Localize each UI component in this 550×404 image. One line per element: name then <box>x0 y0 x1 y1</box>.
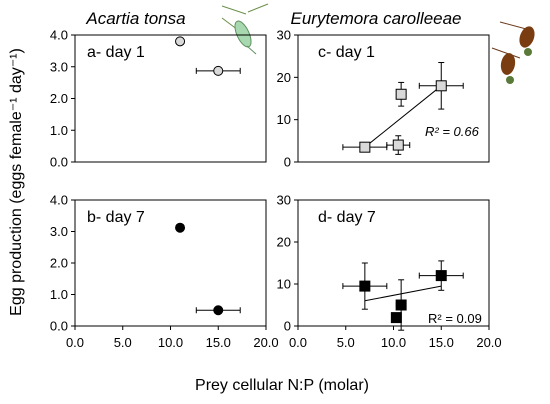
panel-b-ytick-label: 0.0 <box>50 319 68 334</box>
panel-a-data-point <box>175 36 186 47</box>
panel-c-data-point <box>395 88 407 100</box>
panel-c-data-point <box>392 139 404 151</box>
panel-c-plot: 0 10 20 30 <box>277 28 464 170</box>
panel-d-xtick-label: 0.0 <box>289 335 307 350</box>
panel-c-label: c- day 1 <box>318 44 375 61</box>
panel-a-data-point <box>213 65 224 76</box>
panel-b-xtick-label: 10.0 <box>158 335 183 350</box>
eurytemora-illustration <box>491 21 535 84</box>
panel-d-label: d- day 7 <box>318 209 376 226</box>
panel-b-ytick-label: 1.0 <box>50 287 68 302</box>
panel-c-data-point <box>435 80 447 92</box>
panel-b-ytick-label: 2.0 <box>50 256 68 271</box>
panel-c-frame <box>297 34 490 163</box>
panel-c-ytick-label: 10 <box>277 112 291 127</box>
panel-d-data-point <box>435 270 447 282</box>
panel-b-xtick-label: 20.0 <box>253 335 278 350</box>
y-axis-label: Egg production (eggs female⁻¹ day⁻¹) <box>8 48 25 316</box>
panel-a-label: a- day 1 <box>87 44 145 61</box>
acartia-illustration <box>221 3 269 55</box>
panel-c-ytick-label: 20 <box>277 70 291 85</box>
panel-d-xtick-label: 20.0 <box>476 335 501 350</box>
panel-a-ytick-label: 1.0 <box>50 123 68 138</box>
panel-d-data-point <box>359 280 371 292</box>
panel-b-ytick-label: 4.0 <box>50 193 68 208</box>
panel-d-trendline <box>364 285 442 302</box>
panel-b-data-point <box>213 305 224 316</box>
panel-b-xtick-label: 15.0 <box>206 335 231 350</box>
species-title-left: Acartia tonsa <box>85 9 185 28</box>
panel-c-ytick-label: 0 <box>284 155 291 170</box>
species-title-right: Eurytemora carolleeae <box>290 9 461 28</box>
panel-b-plot: 0.0 1.0 2.0 3.0 4.0 0.0 5.0 10.0 15.0 20.0 <box>50 193 279 351</box>
panel-c-trendline <box>364 85 442 148</box>
panel-a-plot: 0.0 1.0 2.0 3.0 4.0 <box>50 28 241 170</box>
panel-d-xtick-label: 15.0 <box>429 335 454 350</box>
panel-a-ytick-label: 3.0 <box>50 59 68 74</box>
panel-b-xtick-label: 0.0 <box>66 335 84 350</box>
panel-d-ytick-label: 20 <box>277 235 291 250</box>
x-axis-label: Prey cellular N:P (molar) <box>195 377 369 394</box>
panel-b-xtick-label: 5.0 <box>114 335 132 350</box>
panel-d-xtick-label: 10.0 <box>381 335 406 350</box>
panel-d-xtick-label: 5.0 <box>337 335 355 350</box>
panel-a-ytick-label: 4.0 <box>50 28 68 43</box>
panel-d-data-point <box>390 312 402 324</box>
panel-d-r-squared: R² = 0.09 <box>428 311 482 326</box>
panel-b-data-point <box>175 222 186 233</box>
panel-c-ytick-label: 30 <box>277 28 291 43</box>
panel-d-data-point <box>395 299 407 311</box>
panel-a-ytick-label: 2.0 <box>50 91 68 106</box>
panel-c-data-point <box>359 141 371 153</box>
panel-d-ytick-label: 0 <box>284 319 291 334</box>
panel-b-label: b- day 7 <box>87 209 145 226</box>
panel-c-r-squared: R² = 0.66 <box>425 124 480 139</box>
panel-d-ytick-label: 30 <box>277 193 291 208</box>
panel-a-ytick-label: 0.0 <box>50 155 68 170</box>
panel-d-ytick-label: 10 <box>277 277 291 292</box>
panel-b-ytick-label: 3.0 <box>50 224 68 239</box>
panel-d-plot: 0 10 20 30 0.0 5.0 10.0 15.0 20.0 <box>277 193 502 351</box>
